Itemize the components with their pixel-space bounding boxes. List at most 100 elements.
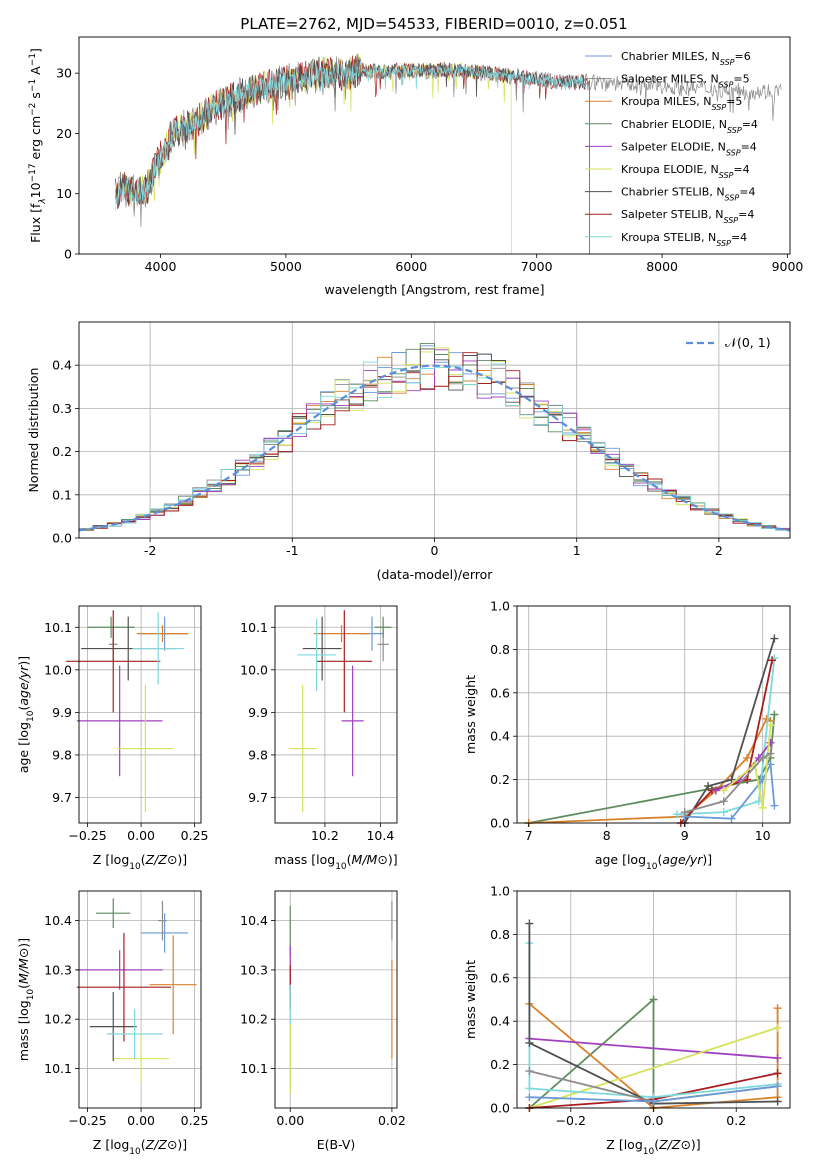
histogram-salpeter-stelib	[79, 352, 790, 531]
y-tick-label: 0.4	[490, 729, 510, 744]
y-axis-label: mass weight	[463, 960, 478, 1039]
legend-nssp-sub: SSP	[723, 216, 738, 225]
series-marker	[773, 1082, 782, 1091]
axes-frame	[78, 605, 202, 824]
errorbar-kroupa-miles	[149, 935, 197, 1035]
y-axis-label: mass [log10(M/M⊙)]	[16, 938, 36, 1061]
legend-nssp-value: 4	[750, 140, 757, 153]
y-tick-label: 10.1	[44, 1061, 72, 1076]
legend-label-chabrier-miles: Chabrier MILES, NSSP=6	[621, 50, 751, 67]
series-line	[528, 714, 776, 824]
errorbar-kroupa-elodie	[113, 1034, 169, 1084]
legend-nssp-sub: SSP	[720, 58, 735, 67]
y-tick-label: 9.9	[248, 705, 268, 720]
series-marker	[758, 753, 767, 762]
series-marker	[766, 749, 775, 758]
legend-nssp-sub: SSP	[725, 193, 740, 202]
x-tick-label: 2	[715, 543, 723, 558]
x-axis-label: wavelength [Angstrom, rest frame]	[324, 282, 544, 297]
y-axis-label: mass weight	[463, 675, 478, 754]
plot-area	[524, 634, 779, 827]
series-marker	[719, 786, 728, 795]
series-marker	[649, 995, 658, 1004]
series-marker	[770, 801, 779, 810]
plot-area	[78, 342, 791, 532]
y-axis-label-part: erg cm	[28, 116, 43, 164]
series-chabrier-miles	[525, 1082, 782, 1106]
y-tick-label: 10	[56, 186, 72, 201]
errorbar-salpeter-stelib	[76, 932, 172, 1042]
x-tick-label: 9	[681, 828, 689, 843]
x-tick-label: 0.2	[726, 1113, 746, 1128]
legend-nssp: N	[715, 208, 723, 221]
axes-frame	[274, 890, 398, 1109]
errorbar-chabrier-miles	[141, 913, 189, 953]
y-axis-label: age [log10(age/yr)]	[16, 656, 36, 773]
y-tick-label: 10.1	[240, 620, 268, 635]
x-tick-label: −0.2	[556, 1113, 586, 1128]
y-axis-label-part: −2	[28, 103, 38, 116]
legend-name: Salpeter ELODIE	[621, 140, 711, 153]
y-axis-label: Flux [fλ10−17 erg cm−2 s−1 A−1]	[28, 48, 48, 243]
axes-frame	[78, 890, 202, 1109]
legend-name: Salpeter MILES	[621, 73, 703, 86]
series-marker	[758, 803, 767, 812]
legend-nssp-sub: SSP	[711, 103, 726, 112]
age-vs-metallicity-plot: −0.25 0.00 0.25 9.7 9.8 9.9 10.0 10.1 Z [log10(Z…	[16, 605, 209, 872]
y-tick-label: 9.7	[52, 790, 72, 805]
y-tick-label: 10.2	[240, 1012, 268, 1027]
y-tick-label: 0.0	[490, 816, 510, 831]
y-tick-label: 10.1	[240, 1061, 268, 1076]
errorbar-kroupa-miles	[136, 625, 189, 643]
series-line	[529, 1026, 778, 1109]
mass-vs-metallicity-plot: −0.25 0.00 0.25 10.1 10.2 10.3 10.4 Z [log10(Z/…	[16, 890, 209, 1157]
axes-frame	[274, 605, 398, 824]
series-marker	[773, 1069, 782, 1078]
plot-area	[525, 919, 782, 1112]
legend-nssp: N	[712, 50, 720, 63]
x-axis-label: mass [log10(M/M⊙)]	[274, 852, 397, 872]
x-tick-label: 0.25	[181, 1113, 209, 1128]
legend-nssp: N	[708, 231, 716, 244]
legend-nssp: N	[710, 73, 718, 86]
spectrum-line-kroupa-stelib	[115, 60, 587, 204]
y-tick-label: 0.2	[490, 1057, 510, 1072]
legend-label-chabrier-stelib: Chabrier STELIB, NSSP=4	[621, 186, 755, 203]
legend-name: Kroupa MILES	[621, 95, 696, 108]
x-axis-label: Z [log10(Z/Z⊙)]	[93, 852, 187, 872]
errorbar-kroupa-stelib	[132, 612, 184, 685]
errorbar-kroupa-elodie	[288, 684, 317, 813]
y-tick-label: 10.2	[44, 1012, 72, 1027]
x-tick-label: 10.4	[366, 828, 394, 843]
y-tick-label: 9.7	[248, 790, 268, 805]
series-chabrier-elodie	[524, 710, 779, 827]
series-marker	[680, 808, 689, 817]
series-marker	[770, 710, 779, 719]
legend-nssp-sub: SSP	[719, 80, 734, 89]
spectrum-line-salpeter-stelib	[115, 55, 590, 254]
x-axis-label: Z [log10(Z/Z⊙)]	[93, 1137, 187, 1157]
series-marker	[773, 1004, 782, 1013]
y-axis-label-part: 10	[28, 182, 43, 198]
series-marker	[766, 721, 775, 730]
series-marker	[773, 1097, 782, 1106]
x-tick-label: -1	[286, 543, 298, 558]
series-marker	[711, 786, 720, 795]
x-tick-label: 8000	[646, 259, 678, 274]
x-tick-label: 1	[573, 543, 581, 558]
series-marker	[743, 775, 752, 784]
x-tick-label: 0.00	[127, 1113, 155, 1128]
y-tick-label: 1.0	[490, 599, 510, 614]
errorbar-kroupa-elodie	[117, 684, 174, 813]
legend-nssp-value: 4	[740, 231, 747, 244]
errorbar-chabrier-elodie	[87, 616, 135, 638]
y-tick-label: 9.9	[52, 705, 72, 720]
x-axis-label: E(B-V)	[317, 1137, 356, 1152]
y-tick-label: 0.8	[490, 642, 510, 657]
y-axis-label-part: −17	[28, 163, 38, 182]
histogram-kroupa-elodie	[79, 347, 790, 531]
x-tick-label: −0.25	[68, 1113, 106, 1128]
legend-nssp-sub: SSP	[719, 171, 734, 180]
y-tick-label: 10.4	[240, 913, 268, 928]
x-axis-label: (data-model)/error	[377, 567, 494, 582]
